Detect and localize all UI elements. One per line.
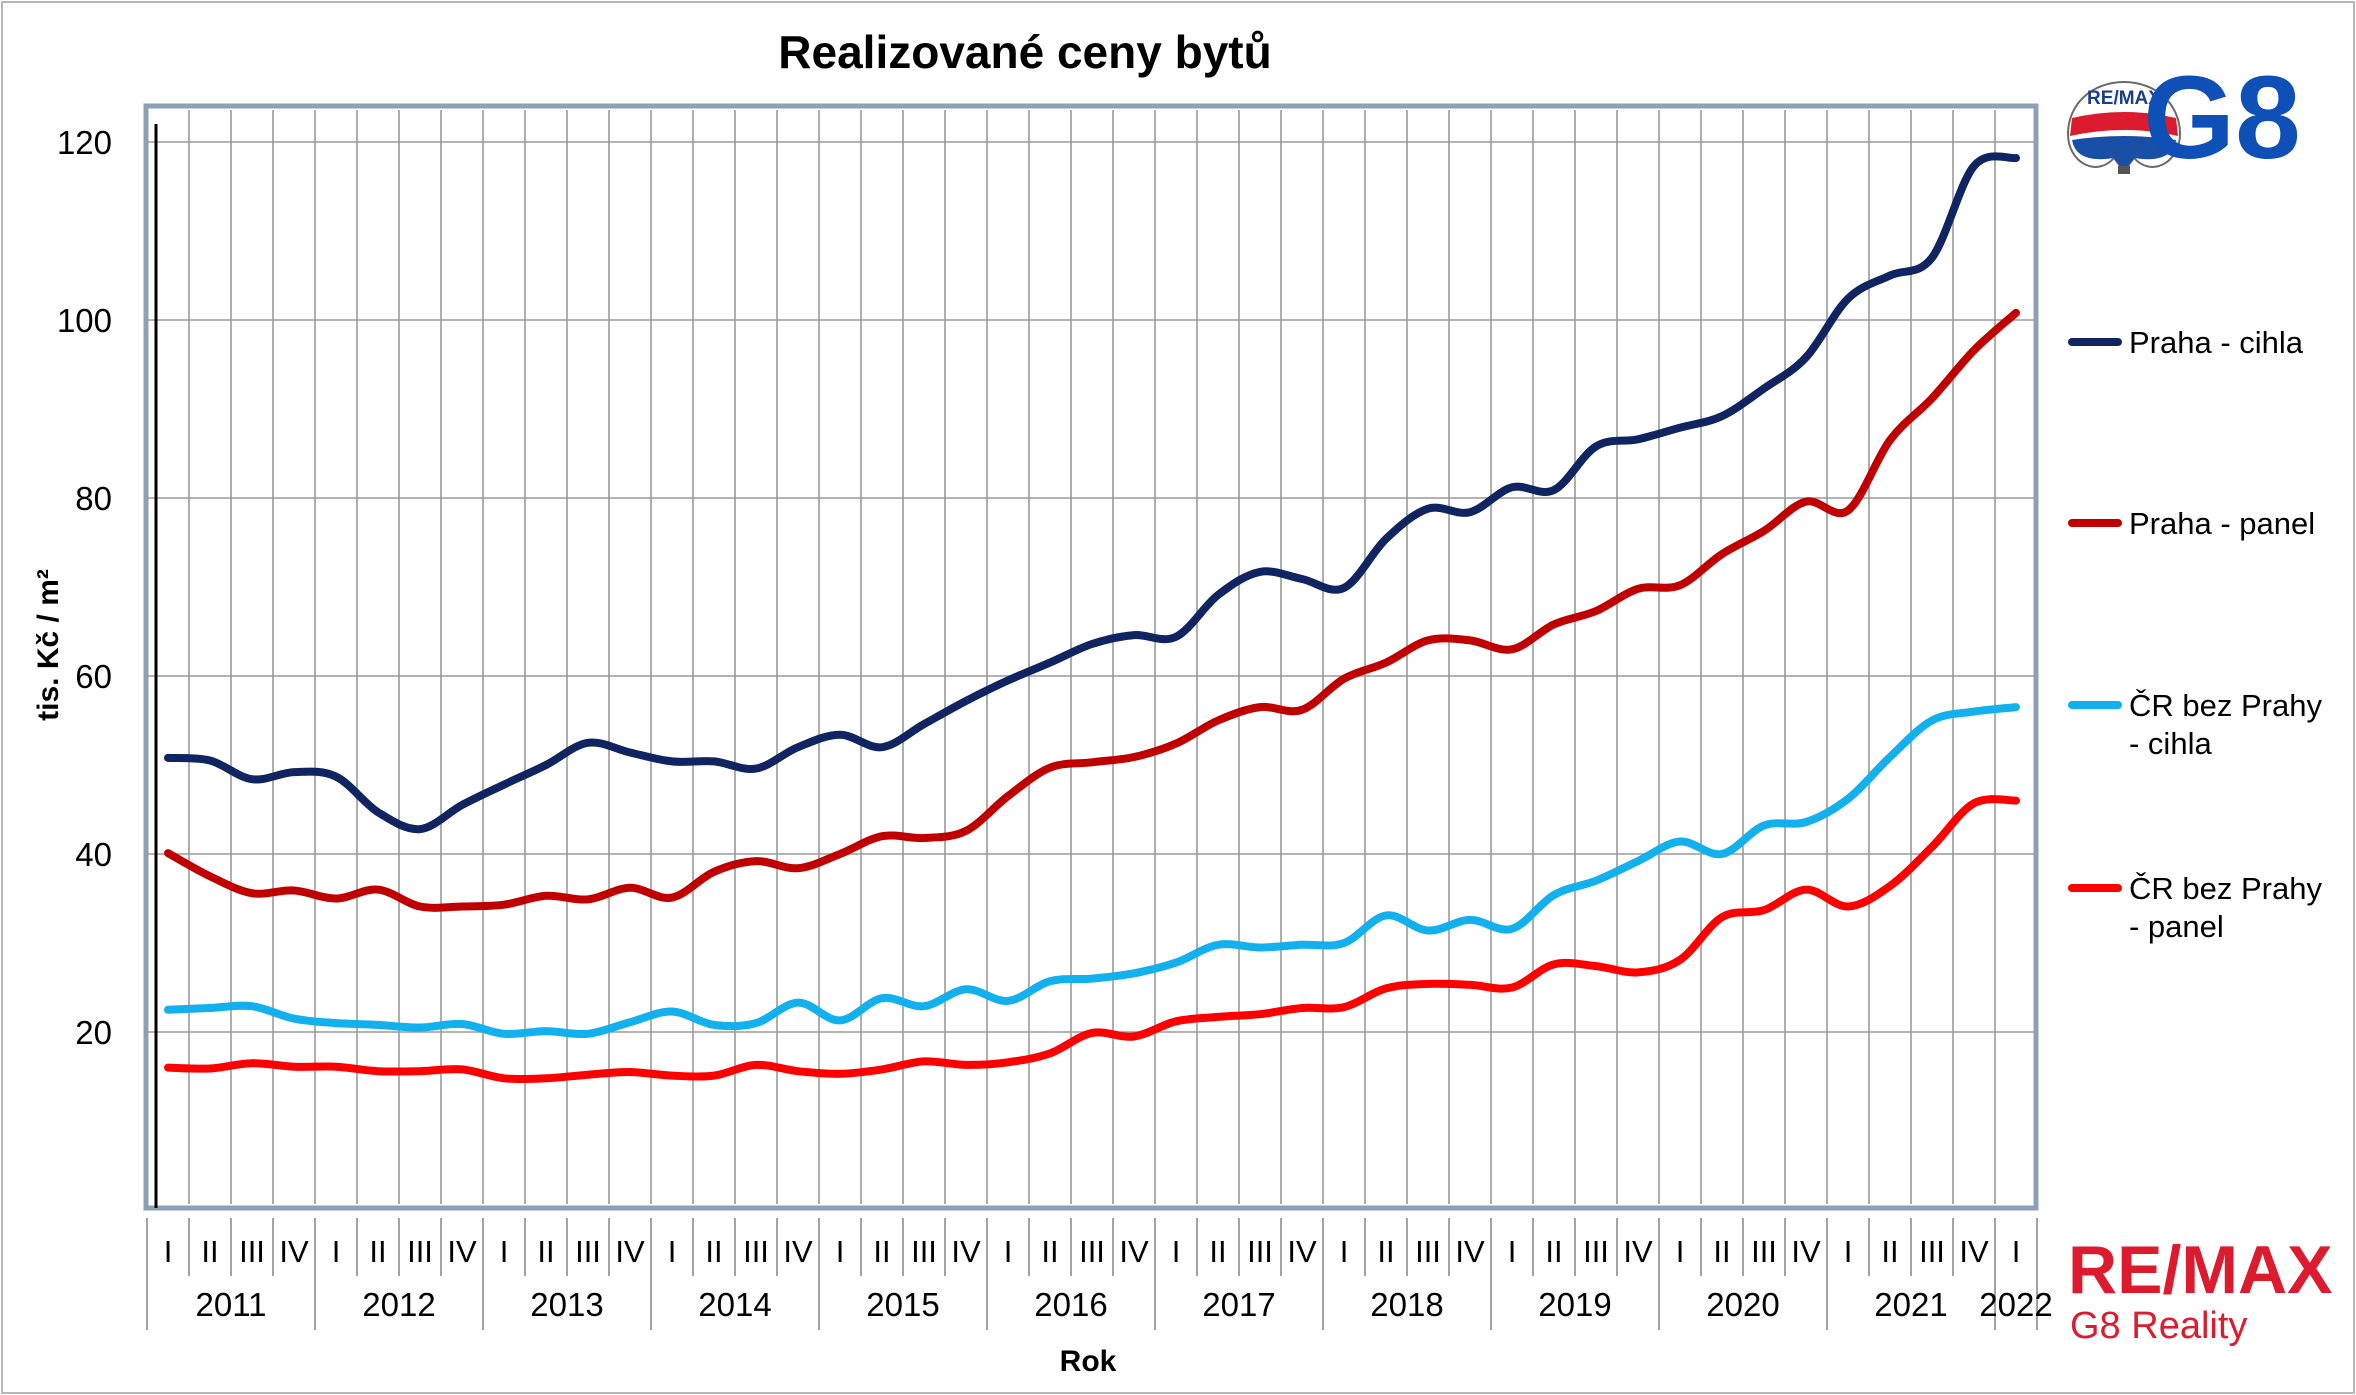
y-tick-label: 20: [75, 1014, 112, 1051]
x-quarter-label: I: [332, 1234, 341, 1269]
x-quarter-label: IV: [615, 1234, 645, 1269]
x-quarter-label: IV: [279, 1234, 309, 1269]
x-quarter-label: II: [1377, 1234, 1394, 1269]
x-quarter-label: IV: [1623, 1234, 1653, 1269]
x-axis-title: Rok: [1060, 1345, 1117, 1378]
legend-label: ČR bez Prahy - cihla: [2129, 688, 2322, 761]
x-quarter-label: III: [575, 1234, 601, 1269]
x-quarter-label: I: [668, 1234, 677, 1269]
remax-brand: RE/MAX G8 Reality: [2068, 1232, 2332, 1347]
plot-area: [143, 103, 2039, 1211]
x-quarter-label: IV: [447, 1234, 477, 1269]
x-quarter-label: IV: [1287, 1234, 1317, 1269]
y-tick-label: 80: [75, 480, 112, 517]
x-year-label: 2011: [196, 1286, 267, 1323]
x-quarter-label: I: [836, 1234, 845, 1269]
x-year-label: 2012: [362, 1286, 435, 1323]
g8-logo-mark: G8: [2143, 52, 2300, 184]
x-quarter-label: II: [201, 1234, 218, 1269]
x-year-label: 2014: [698, 1286, 771, 1323]
x-quarter-label: III: [1247, 1234, 1273, 1269]
y-tick-label: 120: [57, 124, 112, 161]
x-quarter-label: IV: [783, 1234, 813, 1269]
x-quarter-label: III: [1583, 1234, 1609, 1269]
x-quarter-label: I: [1844, 1234, 1853, 1269]
y-tick-label: 100: [57, 302, 112, 339]
x-quarter-label: IV: [951, 1234, 981, 1269]
x-quarter-label: IV: [1791, 1234, 1821, 1269]
legend: Praha - cihla Praha - panel ČR bez Prahy - …: [2068, 325, 2322, 944]
x-quarter-label: I: [1004, 1234, 1013, 1269]
x-year-label: 2017: [1202, 1286, 1275, 1323]
x-quarter-label: III: [1751, 1234, 1777, 1269]
series-line-4: [164, 795, 2020, 1084]
y-tick-label: 40: [75, 836, 112, 873]
balloon-badge-text: RE/MAX: [2087, 88, 2161, 109]
remax-wordmark: RE/MAX: [2068, 1232, 2332, 1308]
x-year-label: 2018: [1370, 1286, 1443, 1323]
x-quarter-label: I: [1340, 1234, 1349, 1269]
x-year-label: 2013: [530, 1286, 603, 1323]
x-quarter-label: III: [407, 1234, 433, 1269]
x-quarter-label: I: [1676, 1234, 1685, 1269]
x-quarter-label: IV: [1455, 1234, 1485, 1269]
x-quarter-label: III: [1919, 1234, 1945, 1269]
series-lines: [164, 152, 2020, 1084]
legend-label: ČR bez Prahy - panel: [2129, 871, 2322, 944]
x-year-label: 2021: [1874, 1286, 1947, 1323]
x-quarter-label: I: [1172, 1234, 1181, 1269]
x-quarter-label: I: [2012, 1234, 2021, 1269]
x-quarter-label: I: [500, 1234, 509, 1269]
x-year-label: 2015: [866, 1286, 939, 1323]
x-year-label: 2016: [1034, 1286, 1107, 1323]
series-line-3: [164, 703, 2020, 1039]
office-name: G8 Reality: [2070, 1305, 2247, 1347]
g8-balloon-logo: RE/MAX G8: [2066, 52, 2301, 184]
x-quarter-label: II: [1209, 1234, 1226, 1269]
x-year-label: 2019: [1538, 1286, 1611, 1323]
x-quarter-label: I: [164, 1234, 173, 1269]
x-quarter-label: III: [1079, 1234, 1105, 1269]
x-quarter-label: II: [1881, 1234, 1898, 1269]
x-quarter-label: IV: [1119, 1234, 1149, 1269]
x-quarter-label: II: [1041, 1234, 1058, 1269]
x-quarter-label: II: [369, 1234, 386, 1269]
x-year-label: 2020: [1706, 1286, 1779, 1323]
x-quarter-label: II: [1545, 1234, 1562, 1269]
x-quarter-label: III: [239, 1234, 265, 1269]
x-quarter-label: II: [537, 1234, 554, 1269]
x-quarter-label: I: [1508, 1234, 1517, 1269]
legend-label: Praha - cihla: [2129, 325, 2304, 360]
legend-label: Praha - panel: [2129, 506, 2315, 541]
x-quarter-label: II: [873, 1234, 890, 1269]
chart-title: Realizované ceny bytů: [778, 26, 1271, 78]
x-quarter-label: III: [1415, 1234, 1441, 1269]
y-tick-label: 60: [75, 658, 112, 695]
x-quarter-label: IV: [1959, 1234, 1989, 1269]
x-quarter-label: III: [911, 1234, 937, 1269]
series-line-1: [164, 152, 2020, 834]
x-year-label: 2022: [1979, 1286, 2052, 1323]
y-axis-title: tis. Kč / m²: [32, 569, 65, 721]
x-quarter-label: II: [705, 1234, 722, 1269]
series-line-2: [164, 308, 2020, 912]
x-quarter-label: III: [743, 1234, 769, 1269]
x-quarter-label: II: [1713, 1234, 1730, 1269]
balloon-icon: [2066, 80, 2182, 174]
